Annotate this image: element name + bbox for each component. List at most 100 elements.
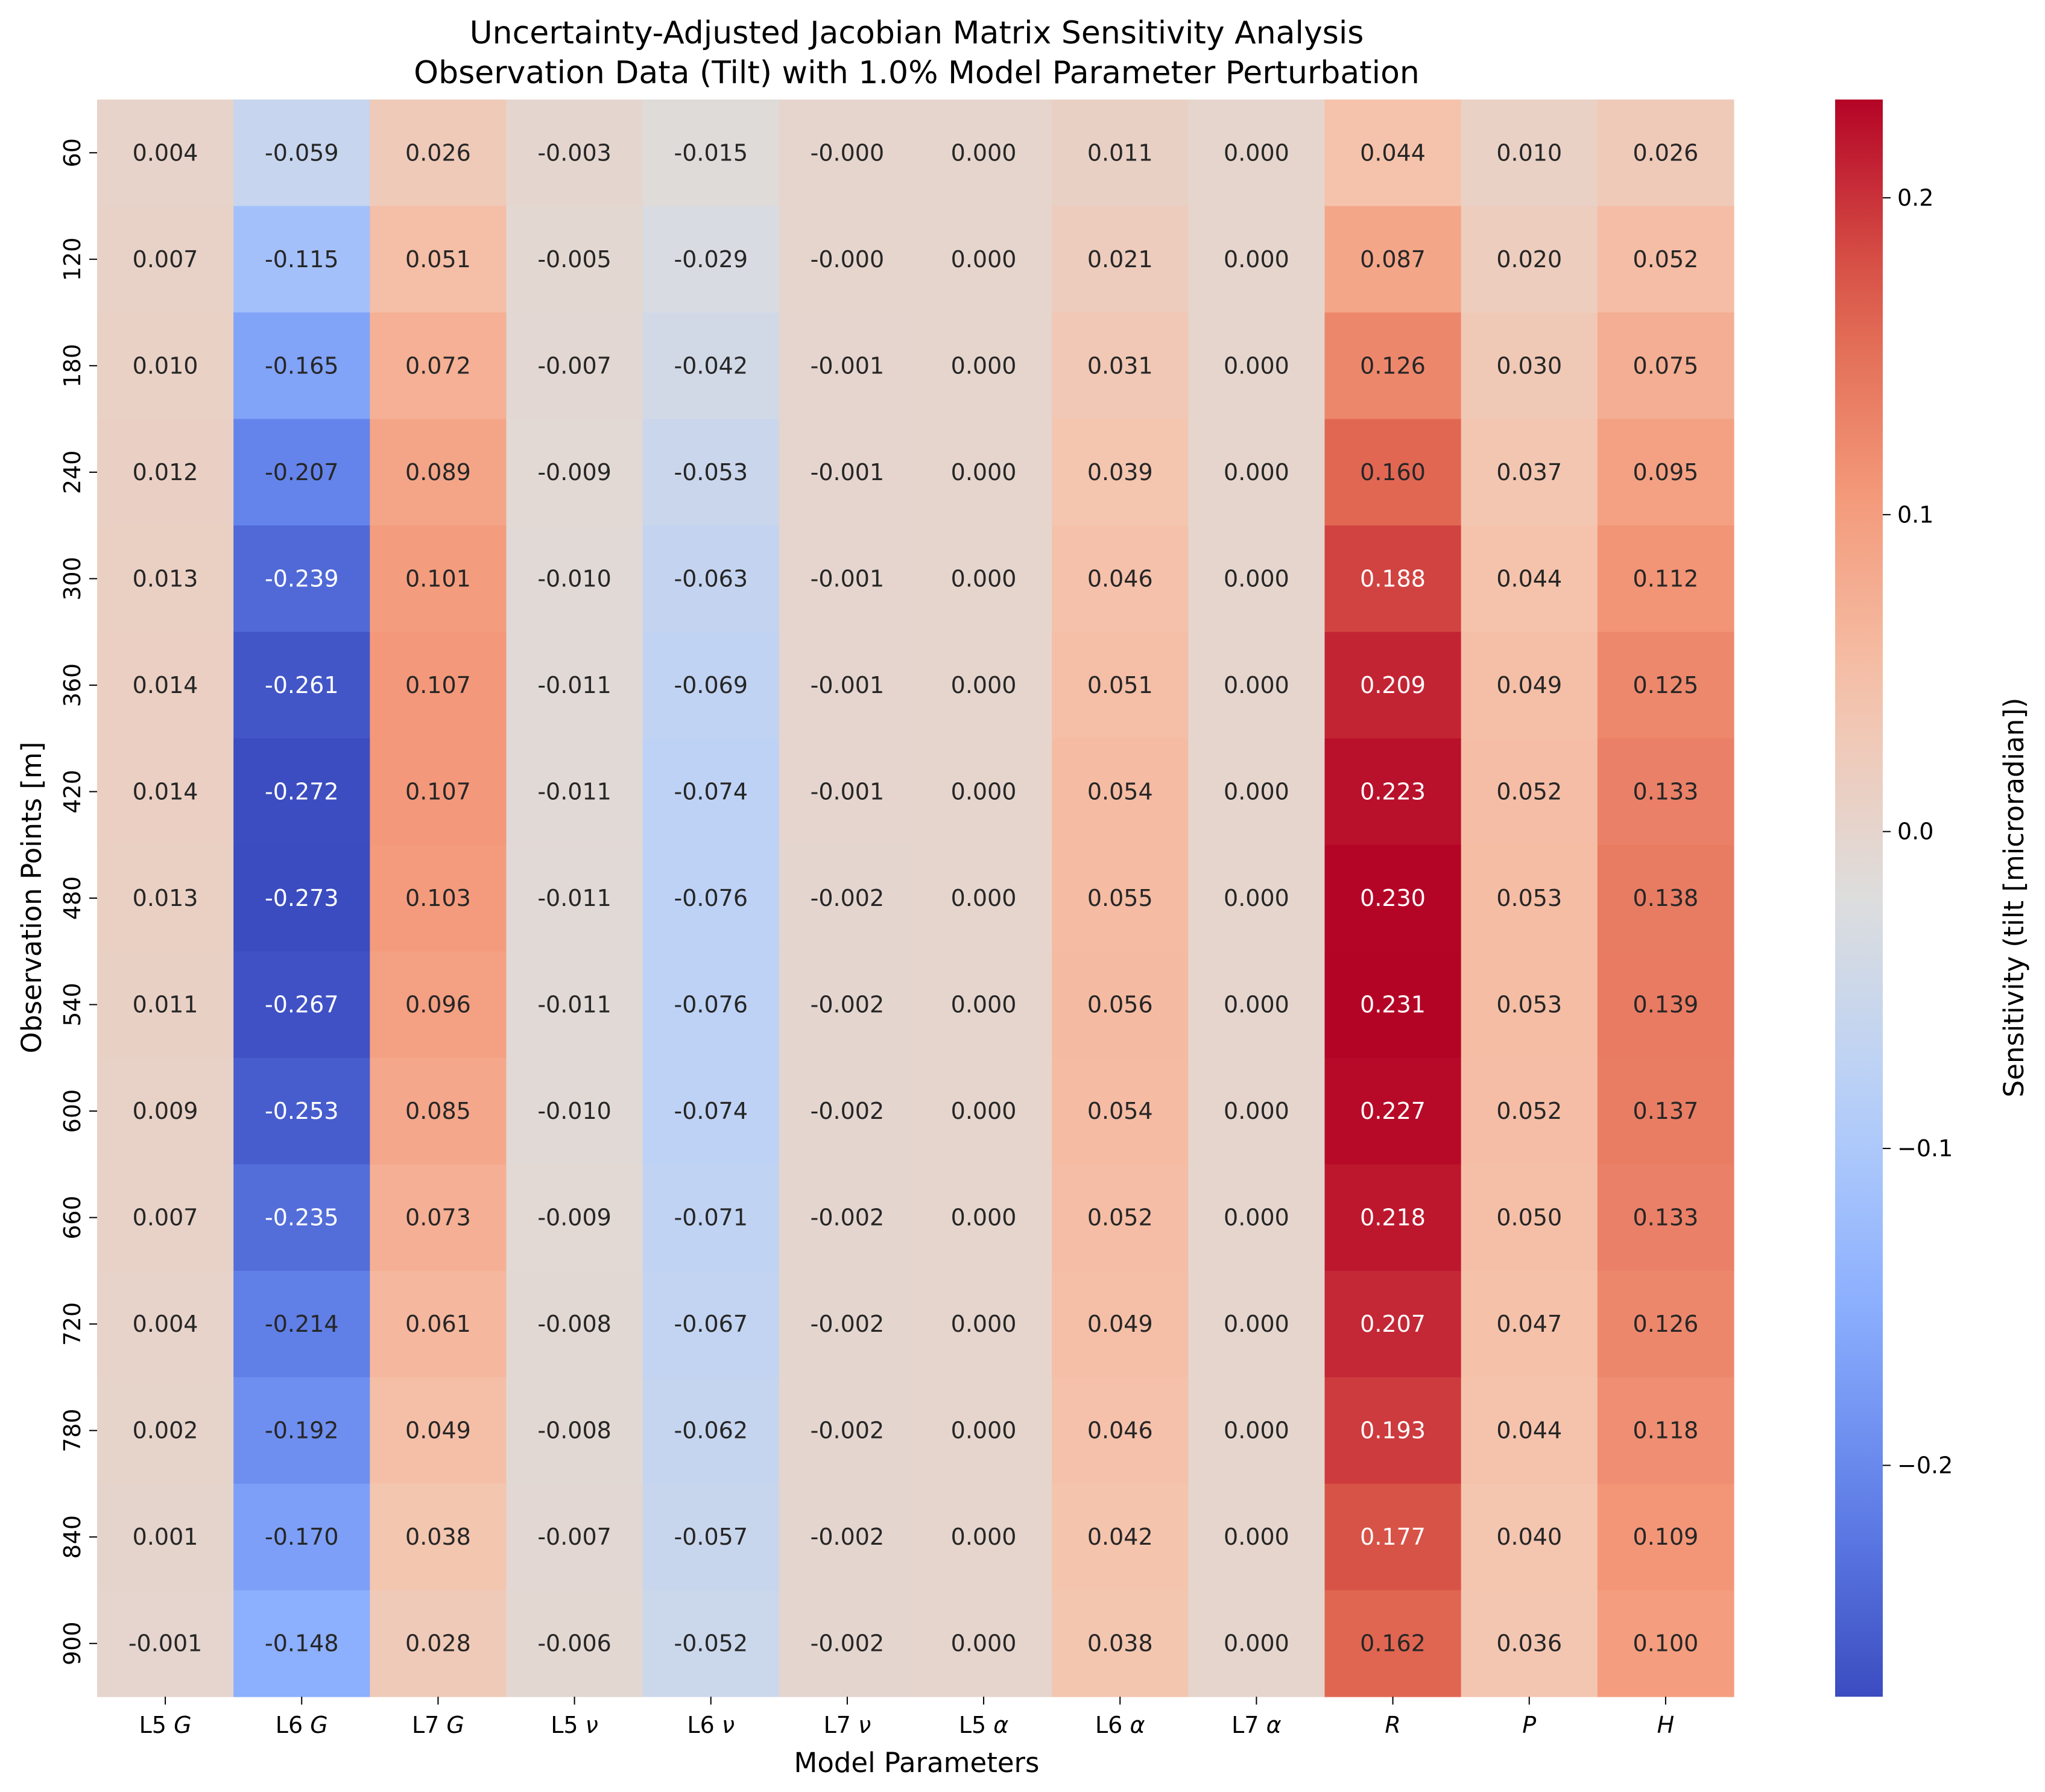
cell-value-label: -0.165 xyxy=(265,352,339,379)
cell-value-label: -0.000 xyxy=(811,139,885,166)
heatmap-cell xyxy=(97,1590,234,1697)
cell-value-label: -0.076 xyxy=(674,992,748,1018)
heatmap-cell xyxy=(1188,951,1326,1059)
y-tick-label: 360 xyxy=(59,663,86,708)
heatmap-cell xyxy=(1324,738,1462,846)
heatmap-cell xyxy=(1324,312,1462,420)
heatmap-cell xyxy=(370,1164,507,1271)
heatmap-cell xyxy=(1188,844,1326,952)
heatmap-cell xyxy=(779,1057,916,1165)
heatmap-cell xyxy=(1188,1483,1326,1591)
cell-value-label: -0.069 xyxy=(674,672,748,698)
cell-value-label: -0.008 xyxy=(537,1417,612,1444)
heatmap-cell xyxy=(1188,1270,1326,1378)
heatmap-cell xyxy=(370,525,507,633)
heatmap-cell xyxy=(370,1270,507,1378)
heatmap-cell xyxy=(370,632,507,739)
cell-value-label: -0.005 xyxy=(537,246,612,273)
cell-value-label: 0.053 xyxy=(1496,992,1562,1018)
colorbar-tick-label: 0.0 xyxy=(1897,818,1933,845)
heatmap-cell xyxy=(1461,100,1598,207)
heatmap-cell xyxy=(506,100,643,207)
cell-value-label: 0.000 xyxy=(951,1205,1017,1231)
heatmap-cell xyxy=(1597,951,1734,1059)
cell-value-label: -0.253 xyxy=(265,1098,339,1124)
heatmap-cell xyxy=(233,419,370,526)
x-tick-label: H xyxy=(1657,1712,1675,1738)
cell-value-label: 0.112 xyxy=(1633,565,1699,592)
cell-value-label: -0.001 xyxy=(811,459,885,486)
heatmap-cell xyxy=(97,206,234,313)
heatmap-cell xyxy=(915,206,1052,313)
heatmap-cell xyxy=(779,419,916,526)
y-tick-label: 600 xyxy=(59,1089,86,1133)
heatmap-cell xyxy=(1597,632,1734,739)
cell-value-label: 0.227 xyxy=(1360,1098,1426,1124)
cell-value-label: -0.071 xyxy=(674,1205,748,1231)
heatmap-cell xyxy=(779,1270,916,1378)
heatmap-cell xyxy=(97,1270,234,1378)
cell-value-label: 0.000 xyxy=(951,1524,1017,1550)
cell-value-label: 0.000 xyxy=(1224,778,1289,805)
heatmap-cell xyxy=(1597,525,1734,633)
heatmap-cell xyxy=(506,844,643,952)
heatmap-cell xyxy=(506,525,643,633)
heatmap-cell xyxy=(779,1164,916,1271)
cell-value-label: 0.107 xyxy=(405,672,471,698)
heatmap-cell xyxy=(1324,206,1462,313)
cell-value-label: -0.029 xyxy=(674,246,748,273)
heatmap-cell xyxy=(233,1377,370,1484)
cell-value-label: 0.004 xyxy=(133,139,198,166)
cell-value-label: 0.100 xyxy=(1633,1630,1699,1657)
heatmap-cell xyxy=(506,1057,643,1165)
cell-value-label: 0.052 xyxy=(1496,1098,1562,1124)
heatmap-cell xyxy=(779,738,916,846)
cell-value-label: -0.267 xyxy=(265,992,339,1018)
x-tick-label: L7 G xyxy=(412,1712,464,1738)
cell-value-label: 0.049 xyxy=(1496,672,1562,698)
heatmap-cell xyxy=(233,1057,370,1165)
heatmap-cell xyxy=(370,1057,507,1165)
cell-value-label: 0.000 xyxy=(951,885,1017,911)
cell-value-label: 0.011 xyxy=(1087,139,1153,166)
cell-value-label: -0.000 xyxy=(811,246,885,273)
cell-value-label: 0.139 xyxy=(1633,992,1699,1018)
x-tick-label: L5 G xyxy=(139,1712,192,1738)
cell-value-label: -0.003 xyxy=(537,139,612,166)
cell-value-label: 0.012 xyxy=(133,459,198,486)
y-tick-label: 720 xyxy=(59,1302,86,1346)
heatmap-cell xyxy=(1461,206,1598,313)
cell-value-label: 0.000 xyxy=(951,1630,1017,1657)
cell-value-label: 0.042 xyxy=(1087,1524,1153,1550)
cell-value-label: 0.073 xyxy=(405,1205,471,1231)
cell-value-label: 0.009 xyxy=(133,1098,198,1124)
cell-value-label: -0.009 xyxy=(537,1205,612,1231)
cell-value-label: 0.000 xyxy=(1224,459,1289,486)
cell-value-label: -0.002 xyxy=(811,1311,885,1337)
heatmap-cell xyxy=(1461,951,1598,1059)
heatmap-cell xyxy=(1052,951,1189,1059)
heatmap-cell xyxy=(915,1164,1052,1271)
heatmap-cell xyxy=(370,1377,507,1484)
heatmap-cell xyxy=(1052,632,1189,739)
heatmap-cell xyxy=(1597,844,1734,952)
heatmap-cell xyxy=(915,632,1052,739)
cell-value-label: 0.126 xyxy=(1633,1311,1699,1337)
cell-value-label: -0.002 xyxy=(811,1630,885,1657)
cell-value-label: 0.050 xyxy=(1496,1205,1562,1231)
heatmap-cell xyxy=(1188,632,1326,739)
cell-value-label: 0.036 xyxy=(1496,1630,1562,1657)
cell-value-label: 0.049 xyxy=(1087,1311,1153,1337)
cell-value-label: -0.006 xyxy=(537,1630,612,1657)
y-tick-label: 660 xyxy=(59,1195,86,1240)
heatmap-cell xyxy=(233,206,370,313)
heatmap-cell xyxy=(1597,1483,1734,1591)
cell-value-label: 0.000 xyxy=(1224,565,1289,592)
cell-value-label: 0.052 xyxy=(1633,246,1699,273)
heatmap-cell xyxy=(642,1377,780,1484)
cell-value-label: -0.170 xyxy=(265,1524,339,1550)
heatmap-cell xyxy=(915,100,1052,207)
heatmap-cell xyxy=(1188,419,1326,526)
heatmap-cell xyxy=(370,1590,507,1697)
